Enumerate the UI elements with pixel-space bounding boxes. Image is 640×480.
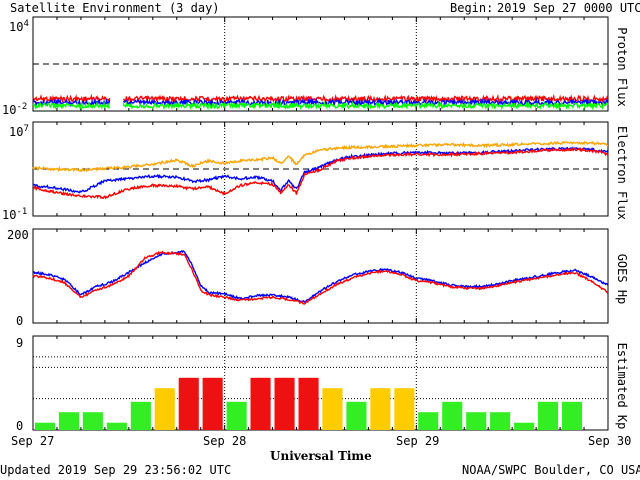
updated-timestamp: Updated 2019 Sep 29 23:56:02 UTC <box>0 463 232 477</box>
credit-text: NOAA/SWPC Boulder, CO USA <box>462 463 640 477</box>
proton-flux-label: Proton Flux <box>615 27 629 107</box>
x-tick-sep29: Sep 29 <box>396 434 440 448</box>
kp-bar-1 <box>58 412 79 430</box>
kp-bar-20 <box>514 422 535 430</box>
kp-bar-4 <box>130 401 151 430</box>
goes-hp-label: GOES Hp <box>615 253 629 305</box>
kp-bar-18 <box>466 412 487 430</box>
kp-bar-13 <box>346 401 367 430</box>
kp-bar-2 <box>82 412 103 430</box>
kp-panel-frame <box>32 335 609 431</box>
x-tick-sep30: Sep 30 <box>588 434 632 448</box>
electron-series-blue-line <box>32 145 609 194</box>
kp-bar-17 <box>442 401 463 430</box>
kp-bar-16 <box>418 412 439 430</box>
kp-bar-14 <box>370 388 391 430</box>
kp-bar-22 <box>562 401 583 430</box>
kp-bar-12 <box>322 388 343 430</box>
electron-flux-label: Electron Flux <box>615 126 629 220</box>
proton-series-green-line-seg1 <box>122 100 609 111</box>
kp-bar-7 <box>202 377 223 430</box>
kp-bar-5 <box>154 388 175 430</box>
hp-ytick-bottom: 0 <box>16 314 24 328</box>
kp-bar-3 <box>106 422 127 430</box>
kp-ytick-bottom: 0 <box>16 419 24 433</box>
x-axis-label: Universal Time <box>270 449 372 463</box>
kp-bar-6 <box>178 377 199 430</box>
kp-bar-8 <box>226 401 247 430</box>
proton-series-red-line-seg0 <box>32 93 111 104</box>
begin-value: 2019 Sep 27 0000 UTC <box>497 1 640 15</box>
kp-ytick-top: 9 <box>16 336 24 350</box>
electron-series-red-line <box>32 147 609 200</box>
estimated-kp-label: Estimated Kp <box>615 342 629 430</box>
begin-label: Begin: <box>450 1 494 15</box>
electron-ytick-top: 107 <box>9 124 29 139</box>
electron-panel-frame <box>32 121 609 217</box>
electron-ytick-bottom: 10-1 <box>2 207 28 222</box>
proton-ytick-top: 104 <box>9 19 29 34</box>
hp-ytick-top: 200 <box>7 228 29 242</box>
x-tick-sep27: Sep 27 <box>11 434 55 448</box>
kp-bar-11 <box>298 377 319 430</box>
electron-series-orange-line <box>32 140 608 173</box>
proton-series-green-line-seg0 <box>32 101 110 111</box>
kp-bar-15 <box>394 388 415 430</box>
chart-title: Satellite Environment (3 day) <box>10 1 220 15</box>
kp-bar-19 <box>490 412 511 430</box>
hp-series-blue-line <box>32 249 609 303</box>
proton-panel-frame <box>32 16 609 112</box>
kp-bar-10 <box>274 377 295 430</box>
x-tick-sep28: Sep 28 <box>203 434 247 448</box>
hp-panel-frame <box>32 228 609 324</box>
proton-ytick-bottom: 10-2 <box>2 102 28 117</box>
hp-series-red-line <box>32 250 609 305</box>
kp-bar-9 <box>250 377 271 430</box>
kp-bar-21 <box>538 401 559 430</box>
kp-bar-0 <box>34 422 55 430</box>
